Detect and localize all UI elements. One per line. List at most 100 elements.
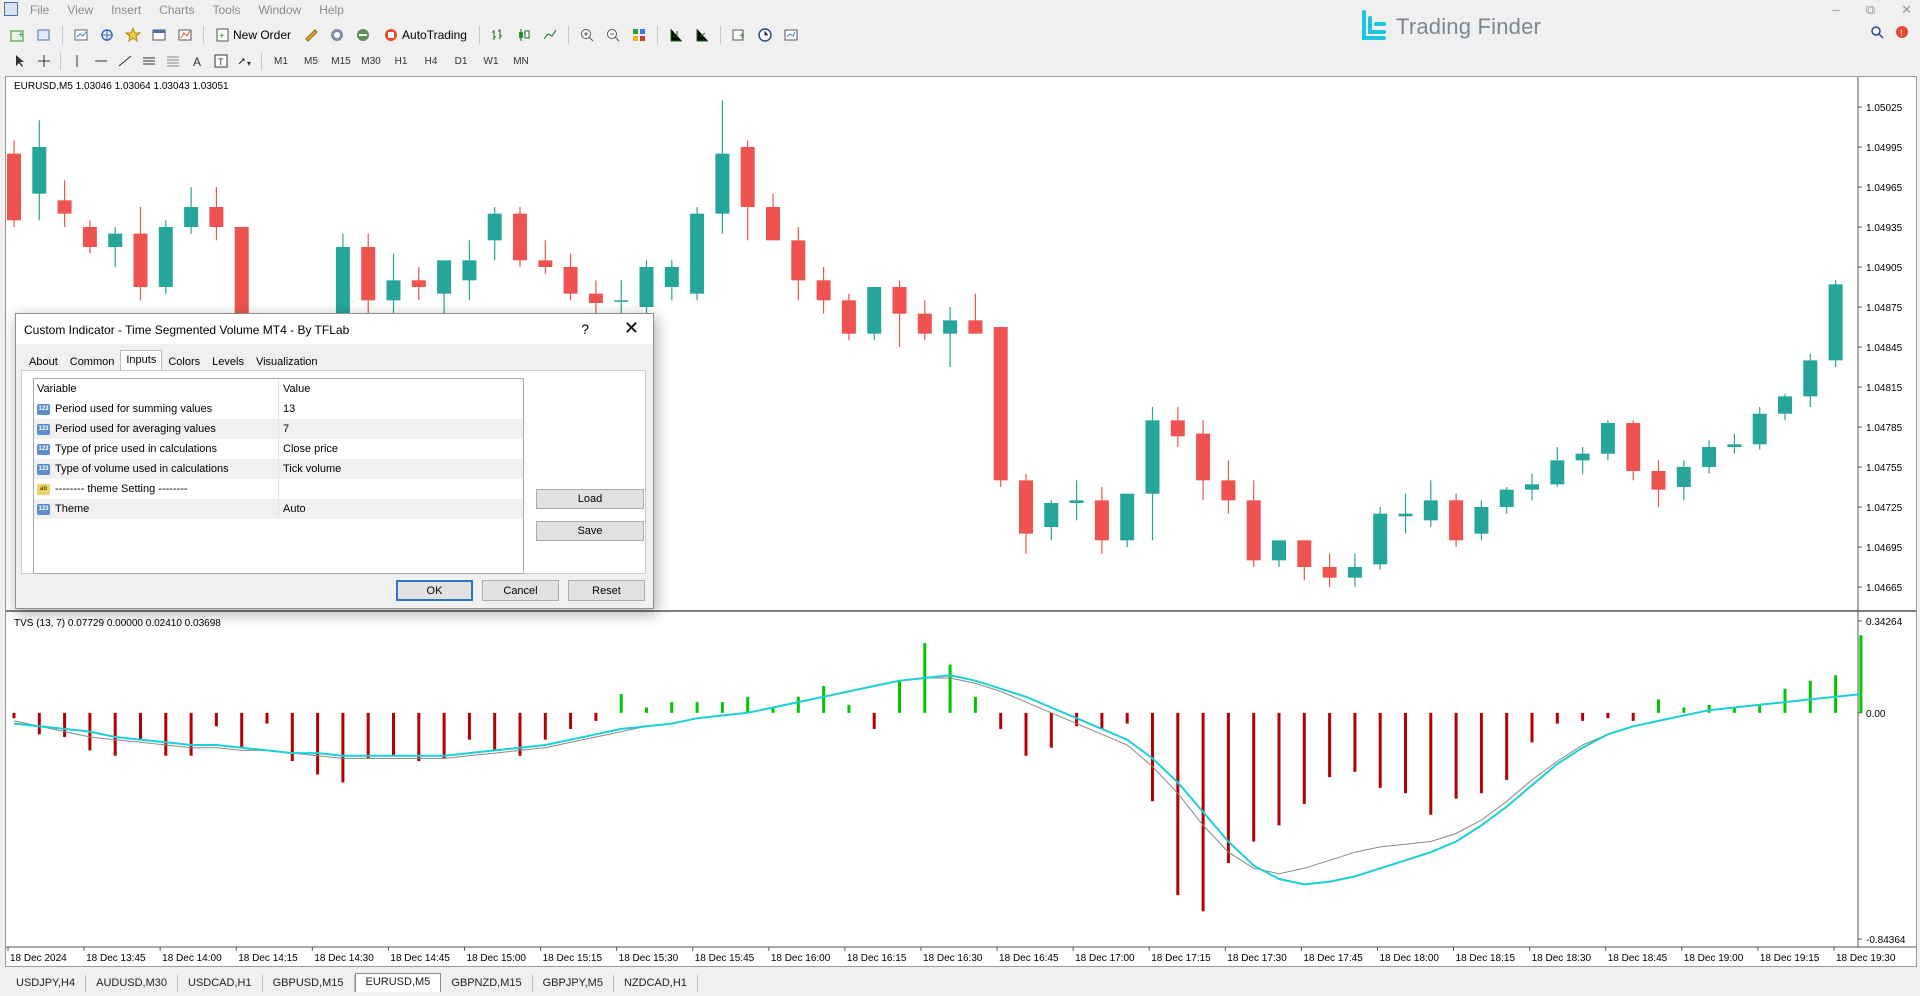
window-controls: – ⧉ ✕ xyxy=(1833,2,1912,18)
notifications-icon[interactable]: ! xyxy=(1894,24,1910,43)
indicators-icon[interactable]: + xyxy=(729,25,749,45)
new-order-icon: + xyxy=(216,28,229,42)
menu-tools[interactable]: Tools xyxy=(212,3,241,17)
horizontal-line-icon[interactable] xyxy=(91,51,111,71)
input-row[interactable]: 123 Type of price used in calculations Cl… xyxy=(34,439,523,459)
bearish-candle xyxy=(816,280,831,301)
bar-chart-icon[interactable] xyxy=(488,25,508,45)
menu-insert[interactable]: Insert xyxy=(111,3,142,17)
market-watch-icon[interactable] xyxy=(71,25,91,45)
timeframe-mn[interactable]: MN xyxy=(513,55,529,67)
input-row[interactable]: ab -------- theme Setting -------- xyxy=(34,479,523,499)
new-chart-icon[interactable]: + xyxy=(8,25,28,45)
input-value[interactable]: 7 xyxy=(283,423,290,435)
terminal-icon[interactable] xyxy=(149,25,169,45)
text-icon[interactable]: A xyxy=(187,51,207,71)
timeframe-w1[interactable]: W1 xyxy=(483,55,499,67)
chart-tab-audusd-m30[interactable]: AUDUSD,M30 xyxy=(86,975,179,992)
text-label-icon[interactable]: T xyxy=(211,51,231,71)
restore-icon[interactable]: ⧉ xyxy=(1865,2,1876,17)
bearish-candle xyxy=(1094,500,1109,541)
navigator-icon[interactable] xyxy=(97,25,117,45)
timeframe-m1[interactable]: M1 xyxy=(274,55,288,67)
timeframe-m15[interactable]: M15 xyxy=(331,55,351,67)
new-order-button[interactable]: + New Order xyxy=(212,25,295,45)
trendline-icon[interactable] xyxy=(115,51,135,71)
strategy-tester-icon[interactable] xyxy=(175,25,195,45)
menu-charts[interactable]: Charts xyxy=(159,3,195,17)
chart-tab-eurusd-m5[interactable]: EURUSD,M5 xyxy=(354,973,442,992)
tab-levels[interactable]: Levels xyxy=(212,356,244,368)
chart-shift-icon[interactable] xyxy=(666,25,686,45)
autoscroll-icon[interactable] xyxy=(692,25,712,45)
fibonacci-icon[interactable] xyxy=(163,51,183,71)
line-chart-icon[interactable] xyxy=(540,25,560,45)
timeframe-h1[interactable]: H1 xyxy=(394,55,408,67)
save-button[interactable]: Save xyxy=(536,521,644,541)
input-row[interactable]: 123 Period used for averaging values 7 xyxy=(34,419,523,439)
arrows-icon[interactable]: ▾ xyxy=(235,51,255,71)
vertical-line-icon[interactable] xyxy=(67,51,87,71)
tab-inputs[interactable]: Inputs xyxy=(120,350,163,372)
chart-tab-nzdcad-h1[interactable]: NZDCAD,H1 xyxy=(613,975,698,992)
cancel-button[interactable]: Cancel xyxy=(482,580,559,601)
time-tick-label: 18 Dec 18:00 xyxy=(1379,953,1439,964)
minimize-icon[interactable]: – xyxy=(1832,2,1840,17)
input-row[interactable]: 123 Theme Auto xyxy=(34,499,523,519)
input-value[interactable]: Tick volume xyxy=(283,463,342,475)
timeframe-m30[interactable]: M30 xyxy=(361,55,381,67)
close-icon[interactable]: ✕ xyxy=(623,318,639,338)
chart-canvas[interactable]: 1.05025 1.04995 1.04965 1.04935 1.04905 1.048… xyxy=(6,77,1916,966)
close-icon[interactable]: ✕ xyxy=(1901,2,1912,17)
menu-view[interactable]: View xyxy=(67,3,94,17)
tab-colors[interactable]: Colors xyxy=(168,356,201,368)
timeframe-m5[interactable]: M5 xyxy=(304,55,318,67)
favorites-icon[interactable] xyxy=(123,25,143,45)
chart-tab-gbpjpy-m5[interactable]: GBPJPY,M5 xyxy=(532,975,614,992)
menu-items: File View Insert Charts Tools Window Hel… xyxy=(30,3,344,17)
zoom-out-icon[interactable] xyxy=(603,25,623,45)
timeframe-h4[interactable]: H4 xyxy=(424,55,438,67)
market-icon[interactable] xyxy=(353,25,373,45)
chart-tab-usdjpy-h4[interactable]: USDJPY,H4 xyxy=(6,975,87,992)
candlestick-icon[interactable] xyxy=(514,25,534,45)
input-value[interactable]: Auto xyxy=(283,503,306,515)
signals-icon[interactable] xyxy=(327,25,347,45)
bullish-candle xyxy=(1778,396,1792,414)
chart-tab-usdcad-h1[interactable]: USDCAD,H1 xyxy=(178,975,263,992)
ok-button[interactable]: OK xyxy=(396,580,473,601)
dialog-titlebar[interactable]: Custom Indicator - Time Segmented Volume… xyxy=(16,314,653,344)
timeframe-d1[interactable]: D1 xyxy=(454,55,468,67)
metaeditor-icon[interactable] xyxy=(301,25,321,45)
load-button[interactable]: Load xyxy=(536,489,644,509)
input-value[interactable]: Close price xyxy=(283,443,339,455)
input-row[interactable]: 123 Type of volume used in calculations T… xyxy=(34,459,523,479)
templates-icon[interactable] xyxy=(781,25,801,45)
tab-visualization[interactable]: Visualization xyxy=(255,356,318,368)
cursor-icon[interactable] xyxy=(10,51,30,71)
chart-tab-gbpnzd-m15[interactable]: GBPNZD,M15 xyxy=(441,975,533,992)
menu-file[interactable]: File xyxy=(30,3,50,17)
tile-windows-icon[interactable] xyxy=(629,25,649,45)
autotrading-button[interactable]: AutoTrading xyxy=(379,25,471,45)
crosshair-icon[interactable] xyxy=(34,51,54,71)
chart-tab-gbpusd-m15[interactable]: GBPUSD,M15 xyxy=(262,975,355,992)
channel-icon[interactable] xyxy=(139,51,159,71)
menu-window[interactable]: Window xyxy=(258,3,302,17)
zoom-in-icon[interactable] xyxy=(577,25,597,45)
periods-icon[interactable] xyxy=(755,25,775,45)
reset-button[interactable]: Reset xyxy=(568,580,645,601)
price-tick-label: 1.04845 xyxy=(1866,343,1903,354)
toolbar-divider xyxy=(478,26,480,44)
tab-common[interactable]: Common xyxy=(69,356,115,368)
menu-help[interactable]: Help xyxy=(319,3,344,17)
input-row[interactable]: 123 Period used for summing values 13 xyxy=(34,399,523,419)
profiles-icon[interactable] xyxy=(34,25,54,45)
help-icon[interactable]: ? xyxy=(581,321,589,337)
tab-about[interactable]: About xyxy=(29,356,58,368)
bearish-candle xyxy=(993,327,1008,481)
search-icon[interactable] xyxy=(1870,25,1884,42)
time-tick-label: 18 Dec 17:45 xyxy=(1303,953,1363,964)
input-value[interactable]: 13 xyxy=(283,403,296,415)
bearish-candle xyxy=(1170,420,1185,437)
